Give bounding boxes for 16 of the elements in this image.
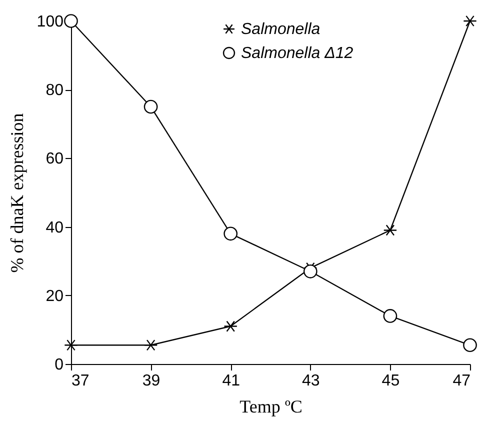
x-tick-label: 45 <box>382 372 400 390</box>
y-tick-label: 60 <box>46 150 64 168</box>
y-tick-label: 20 <box>46 288 64 305</box>
x-tick-label: 43 <box>302 372 320 390</box>
legend-label: Salmonella Δ12 <box>241 45 354 62</box>
legend-label: Salmonella <box>241 21 320 38</box>
y-axis-title: % of dnaK expression <box>6 113 27 273</box>
x-axis-title: Temp ºC <box>240 396 302 416</box>
y-tick-label: 100 <box>36 14 64 30</box>
y-tick-label: 80 <box>46 82 64 100</box>
x-tick-label: 37 <box>72 372 90 390</box>
y-tick-label: 0 <box>54 356 64 374</box>
x-tick-label: 41 <box>222 372 240 390</box>
x-tick-label: 39 <box>142 372 160 390</box>
y-tick-label: 40 <box>46 219 64 236</box>
x-tick-label: 47 <box>452 372 471 390</box>
